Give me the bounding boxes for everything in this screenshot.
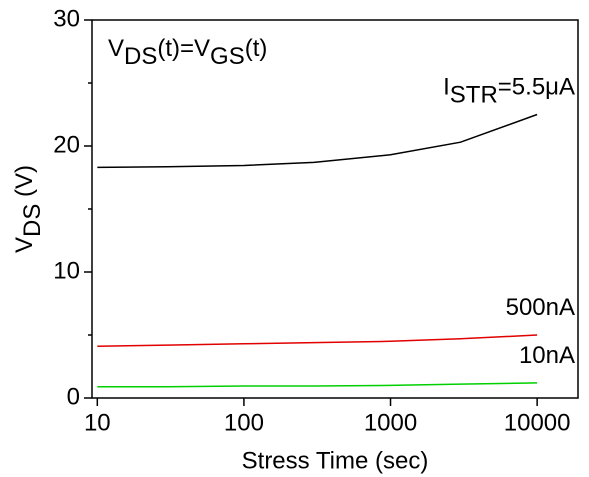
series-line xyxy=(97,113,538,169)
text-part: 500nA xyxy=(506,294,575,321)
y-tick-label: 10 xyxy=(53,257,80,284)
y-tick-label: 30 xyxy=(53,5,80,32)
y-tick-label: 20 xyxy=(53,131,80,158)
text-part: V xyxy=(108,35,124,62)
x-tick-label: 10000 xyxy=(504,409,571,436)
x-axis-label: Stress Time (sec) xyxy=(242,447,429,474)
series-label: 10nA xyxy=(519,342,575,369)
x-tick-label: 10 xyxy=(84,409,111,436)
annotation: VDS(t)=VGS(t) xyxy=(108,35,267,69)
subscript: DS xyxy=(19,204,46,237)
series-line xyxy=(97,382,538,388)
subscript: STR xyxy=(450,81,498,108)
text-part: (V) xyxy=(11,165,38,204)
series-label: ISTR=5.5μA xyxy=(443,74,575,108)
text-part: (t)=V xyxy=(157,35,210,62)
x-tick-label: 1000 xyxy=(364,409,417,436)
text-part: (t) xyxy=(245,35,268,62)
text-part: 10nA xyxy=(519,342,575,369)
subscript: GS xyxy=(210,43,245,70)
text-part: I xyxy=(443,74,450,101)
series-label: 500nA xyxy=(506,294,575,321)
text-part: =5.5μA xyxy=(498,74,575,101)
text-part: V xyxy=(11,237,38,253)
series-line xyxy=(97,334,538,348)
y-axis-label: VDS (V) xyxy=(11,165,45,253)
x-tick-label: 100 xyxy=(224,409,264,436)
subscript: DS xyxy=(124,43,157,70)
y-tick-label: 0 xyxy=(67,383,80,410)
